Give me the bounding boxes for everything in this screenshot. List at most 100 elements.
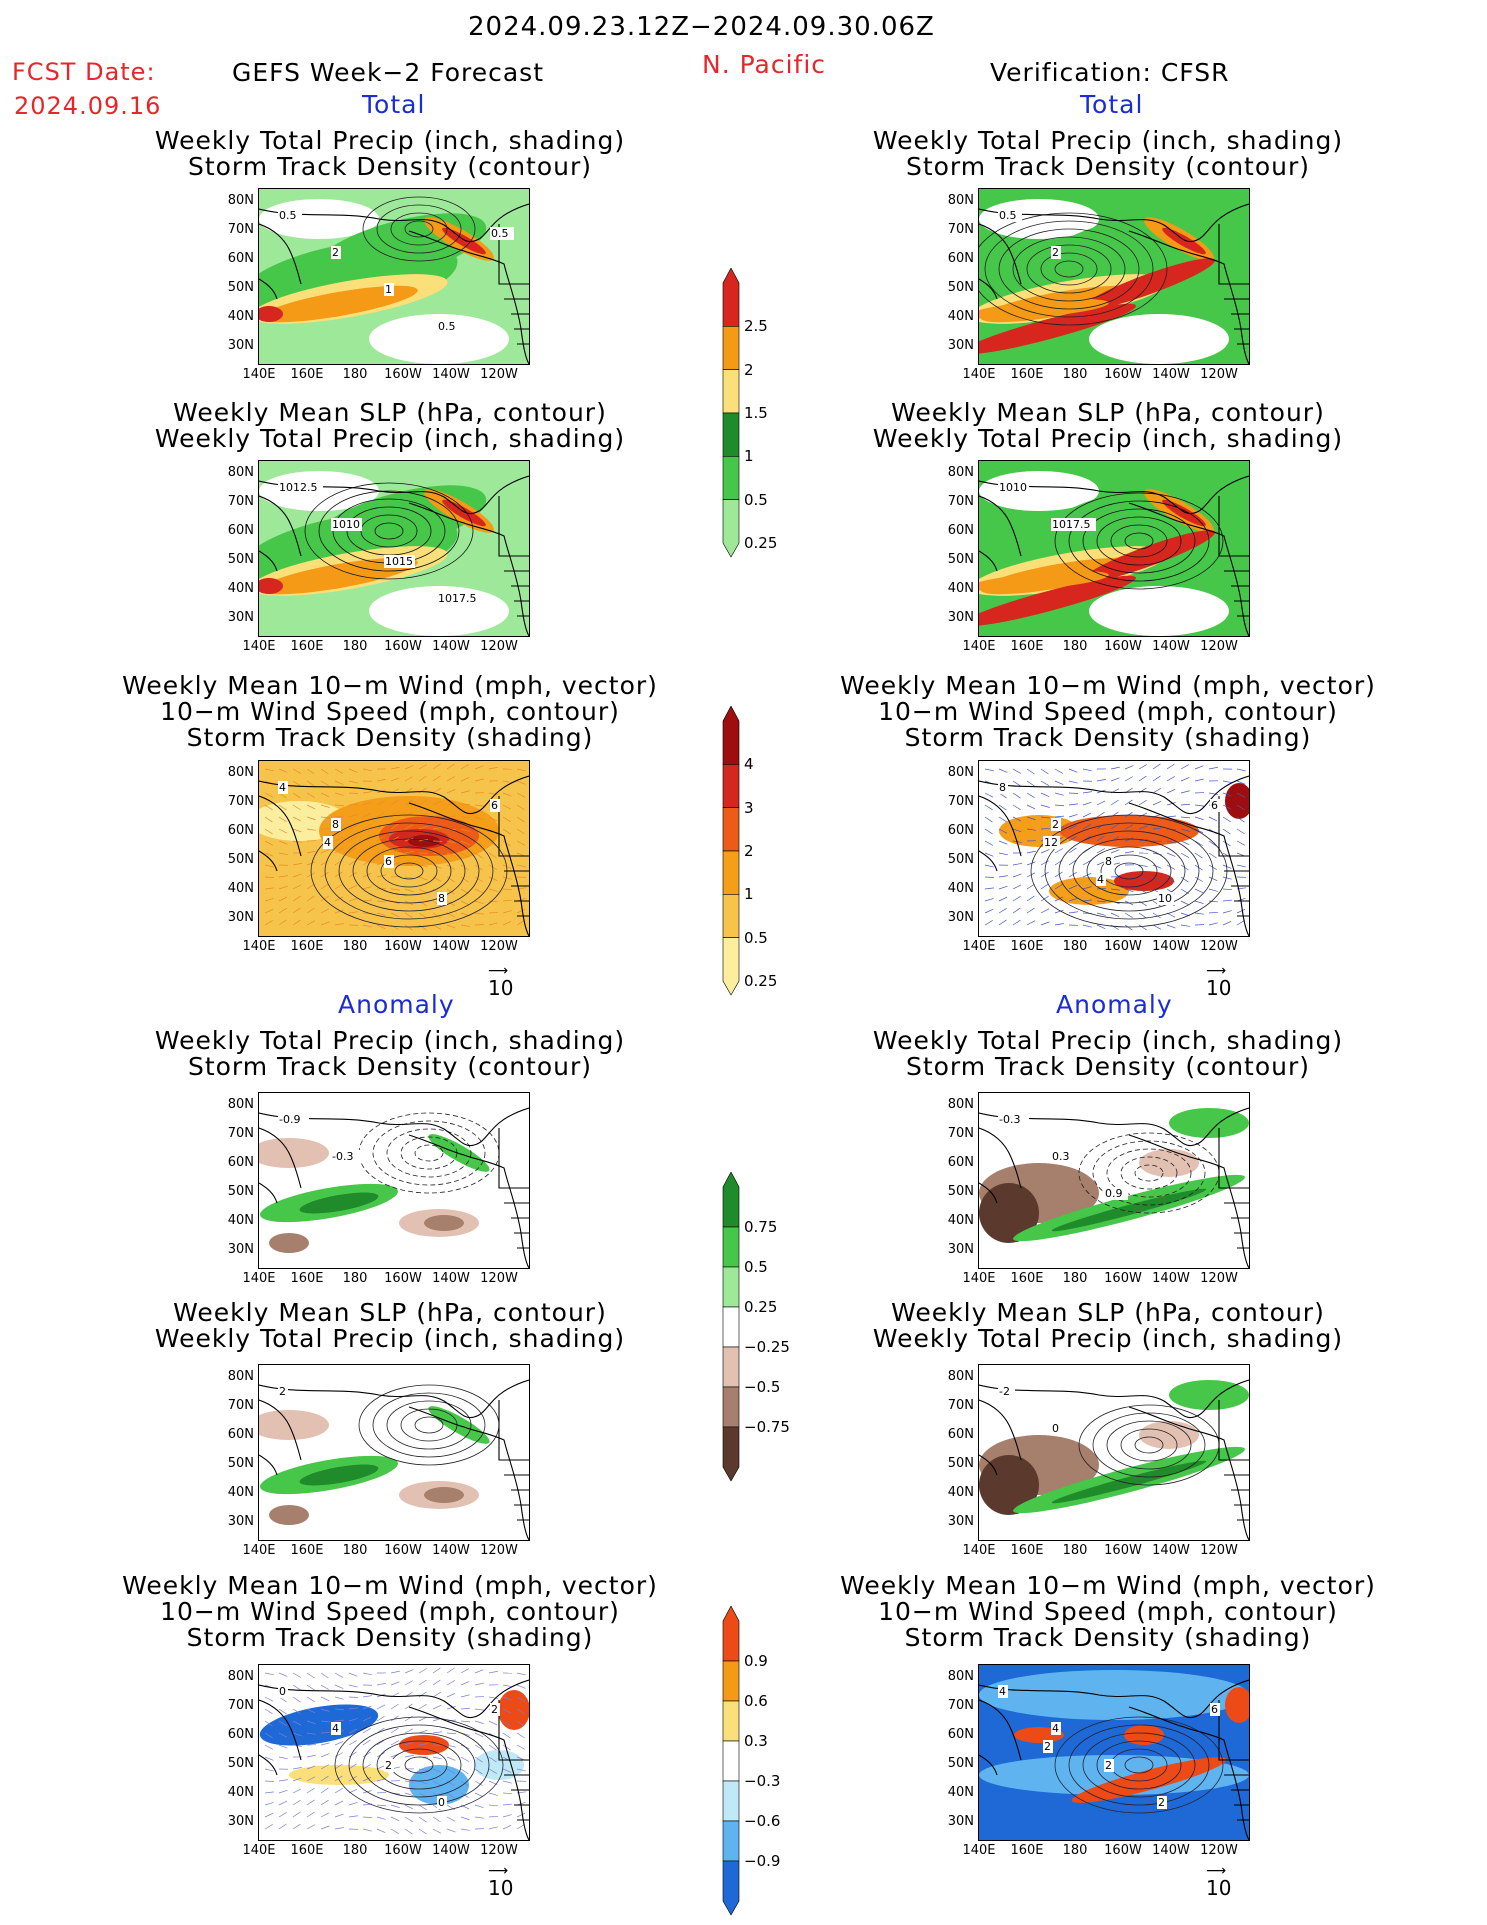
lat-label: 30N [947, 910, 974, 925]
lon-label: 160E [1010, 367, 1044, 382]
title-slp-precip-ver-anom: Weekly Mean SLP (hPa, contour) Weekly To… [872, 1298, 1344, 1353]
lon-label: 140E [242, 639, 276, 654]
colorbar-track-total [722, 705, 740, 1000]
section-anomaly-left: Anomaly [338, 990, 455, 1019]
section-anomaly-right: Anomaly [1056, 990, 1173, 1019]
contour-label: 6 [491, 799, 498, 812]
contour-label: 4 [324, 836, 331, 849]
lat-label: 80N [947, 1097, 974, 1112]
lon-label: 180 [1062, 1843, 1088, 1858]
lat-label: 40N [227, 1213, 254, 1228]
lat-label: 70N [947, 1126, 974, 1141]
lat-label: 60N [227, 251, 254, 266]
lat-label: 80N [227, 765, 254, 780]
lon-label: 180 [342, 639, 368, 654]
lat-label: 50N [227, 280, 254, 295]
lat-label: 30N [947, 338, 974, 353]
lon-label: 140E [962, 367, 996, 382]
lat-label: 80N [227, 1369, 254, 1384]
contour-label: -0.9 [279, 1113, 300, 1126]
lon-label: 180 [1062, 1543, 1088, 1558]
colorbar-label: −0.3 [744, 1772, 781, 1790]
lon-label: 140W [1152, 1843, 1190, 1858]
contour-label: 1017.5 [1052, 518, 1091, 531]
colorbar-label: 1 [744, 885, 754, 904]
lat-label: 70N [227, 1126, 254, 1141]
lat-label: 60N [227, 1155, 254, 1170]
lon-label: 160E [290, 1271, 324, 1286]
lat-label: 60N [227, 823, 254, 838]
lon-label: 160W [384, 367, 422, 382]
colorbar-label: −0.75 [744, 1418, 790, 1436]
lat-label: 70N [947, 1398, 974, 1413]
lon-label: 160W [1104, 1843, 1142, 1858]
contour-label: 10 [1158, 892, 1172, 905]
lon-label: 160E [1010, 639, 1044, 654]
contour-label: -2 [999, 1385, 1010, 1398]
contour-label: 6 [385, 855, 392, 868]
lon-label: 160W [1104, 1543, 1142, 1558]
lon-label: 120W [1200, 639, 1238, 654]
lon-label: 180 [1062, 639, 1088, 654]
lon-label: 140W [1152, 939, 1190, 954]
lat-label: 70N [947, 794, 974, 809]
contour-label: 8 [438, 892, 445, 905]
contour-label: 1010 [332, 518, 360, 531]
contour-label: 4 [1097, 873, 1104, 886]
colorbar-label: 2 [744, 842, 754, 860]
map-wind-fcst-anom: 0 4 2 0 2 [258, 1664, 530, 1841]
lat-label: 60N [947, 823, 974, 838]
colorbar-label: 1 [744, 447, 754, 466]
contour-label: 4 [332, 1722, 339, 1735]
lon-label: 140W [432, 1843, 470, 1858]
lat-label: 60N [947, 251, 974, 266]
section-total-left: Total [362, 90, 426, 119]
contour-label: 0.5 [999, 209, 1017, 222]
colorbar-label: 0.75 [744, 1218, 778, 1236]
map-slp-precip-fcst-anom: 2 [258, 1364, 530, 1541]
title-precip-track-fcst-anom: Weekly Total Precip (inch, shading) Stor… [154, 1026, 626, 1081]
contour-label: -0.3 [999, 1113, 1020, 1126]
lat-label: 60N [947, 1427, 974, 1442]
lat-label: 30N [947, 1242, 974, 1257]
contour-label: 2 [279, 1385, 286, 1398]
colorbar-label: 3 [744, 798, 754, 817]
lat-label: 70N [227, 494, 254, 509]
lon-label: 140W [432, 1271, 470, 1286]
title-wind-fcst-anom: Weekly Mean 10−m Wind (mph, vector) 10−m… [122, 1571, 658, 1652]
lat-label: 40N [947, 309, 974, 324]
title-slp-precip-fcst-anom: Weekly Mean SLP (hPa, contour) Weekly To… [154, 1298, 626, 1353]
lat-label: 40N [227, 881, 254, 896]
lon-label: 180 [342, 367, 368, 382]
map-precip-track-ver-anom: -0.3 0.3 0.9 [978, 1092, 1250, 1269]
lon-label: 140E [242, 1843, 276, 1858]
colorbar-label: −0.6 [744, 1812, 781, 1830]
title-slp-precip-fcst: Weekly Mean SLP (hPa, contour) Weekly To… [154, 398, 626, 453]
contour-label: 2 [1044, 1740, 1051, 1753]
lon-label: 120W [1200, 939, 1238, 954]
lat-label: 80N [947, 765, 974, 780]
lon-label: 120W [1200, 367, 1238, 382]
colorbar-label: −0.9 [744, 1852, 781, 1870]
lat-label: 50N [227, 1456, 254, 1471]
contour-label: 2 [332, 246, 339, 259]
lat-label: 50N [947, 852, 974, 867]
title-precip-track-ver-anom: Weekly Total Precip (inch, shading) Stor… [872, 1026, 1344, 1081]
lon-label: 160W [384, 1843, 422, 1858]
lon-label: 180 [1062, 367, 1088, 382]
lat-label: 40N [947, 1213, 974, 1228]
lon-label: 120W [480, 1271, 518, 1286]
contour-label: 0.5 [491, 227, 509, 240]
lat-label: 30N [227, 338, 254, 353]
map-precip-track-fcst: 0.5 2 1 0.5 0.5 [258, 188, 530, 365]
map-precip-track-fcst-anom: -0.9 -0.3 [258, 1092, 530, 1269]
lat-label: 60N [947, 523, 974, 538]
contour-label: 1015 [385, 555, 413, 568]
lon-label: 140W [432, 939, 470, 954]
colorbar-precip-total [722, 267, 740, 562]
lon-label: 140E [242, 939, 276, 954]
lon-label: 160W [1104, 939, 1142, 954]
colorbar-label: −0.5 [744, 1378, 781, 1396]
colorbar-track-anom [722, 1605, 740, 1920]
